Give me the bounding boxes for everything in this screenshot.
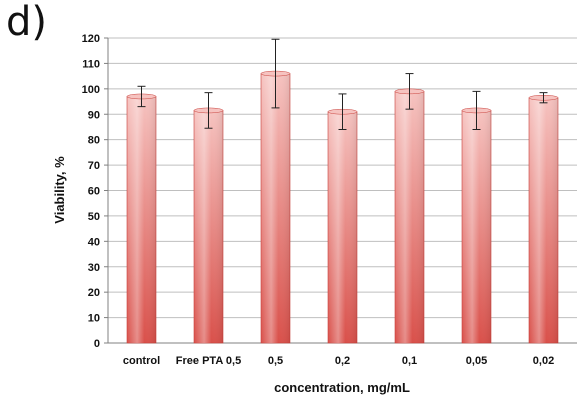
y-tick-label: 20: [88, 287, 100, 299]
bar-shine: [328, 111, 357, 343]
y-tick-label: 100: [82, 84, 100, 96]
error-bars: [137, 38, 548, 130]
y-tick-label: 60: [88, 186, 100, 198]
x-tick-label: control: [123, 355, 160, 367]
y-tick-label: 40: [88, 236, 100, 248]
x-tick-label: 0,02: [533, 355, 554, 367]
bar-shine: [261, 73, 290, 343]
bar-shine: [194, 110, 223, 343]
bar-shine: [127, 96, 156, 343]
y-tick-label: 30: [88, 262, 100, 274]
x-tick-labels: control Free PTA 0,5 0,5 0,2 0,1 0,05 0,02: [123, 355, 554, 367]
y-tick-labels: 0 10 20 30 40 50 60 70 80 90 100 110 120: [82, 33, 100, 350]
bar-shine: [529, 97, 558, 344]
x-tick-label: 0,5: [268, 355, 283, 367]
bar-shine: [462, 110, 491, 343]
x-axis-title: concentration, mg/mL: [274, 380, 410, 395]
x-tick-label: 0,2: [335, 355, 350, 367]
y-tick-label: 80: [88, 135, 100, 147]
y-tick-label: 10: [88, 313, 100, 325]
y-tick-label: 120: [82, 33, 100, 45]
bars: [126, 70, 559, 344]
x-tick-label: 0,05: [466, 355, 487, 367]
bar-shine: [395, 91, 424, 343]
y-tick-label: 70: [88, 160, 100, 172]
y-tick-label: 90: [88, 109, 100, 121]
x-tick-label: Free PTA 0,5: [176, 355, 241, 367]
y-axis-title: Viability, %: [52, 156, 67, 224]
x-tick-label: 0,1: [402, 355, 417, 367]
y-tick-label: 110: [82, 58, 100, 70]
y-tick-label: 0: [94, 338, 100, 350]
y-tick-label: 50: [88, 211, 100, 223]
panel-label: d): [6, 0, 47, 45]
